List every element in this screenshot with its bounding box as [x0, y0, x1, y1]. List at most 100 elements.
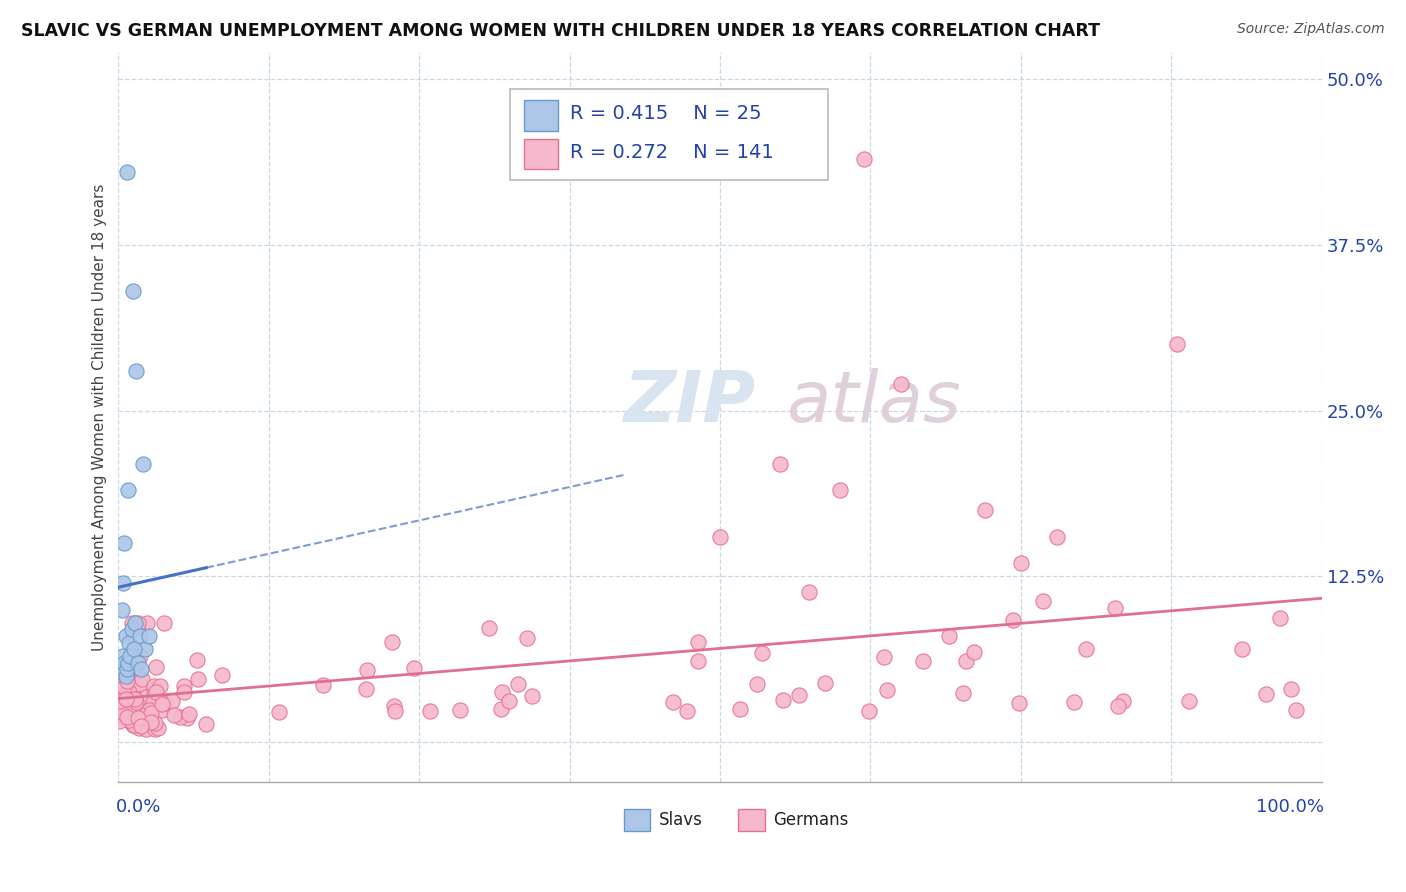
Point: [688, 654, 710, 668]
Bar: [624, 809, 651, 830]
Text: Slavs: Slavs: [659, 811, 703, 829]
Point: [117, 656, 139, 670]
Bar: [524, 138, 558, 169]
Point: [1008, 697, 1031, 711]
Point: [131, 704, 153, 718]
Point: [955, 654, 977, 668]
Text: ZIP: ZIP: [624, 368, 756, 437]
Point: [769, 457, 792, 471]
Point: [108, 679, 131, 693]
Point: [112, 576, 135, 591]
Point: [520, 690, 543, 704]
Point: [135, 722, 157, 736]
Point: [187, 672, 209, 686]
Point: [122, 642, 145, 657]
Point: [122, 701, 145, 715]
Point: [814, 675, 837, 690]
Point: [449, 703, 471, 717]
Point: [354, 681, 377, 696]
Point: [142, 695, 165, 709]
Point: [138, 703, 160, 717]
Point: [120, 715, 142, 730]
Point: [108, 714, 131, 728]
Point: [491, 702, 513, 716]
Point: [139, 714, 162, 729]
Point: [111, 711, 134, 725]
Point: [146, 721, 169, 735]
Point: [112, 698, 135, 712]
Point: [111, 662, 134, 676]
Text: atlas: atlas: [786, 368, 960, 437]
Text: 100.0%: 100.0%: [1256, 797, 1324, 816]
Point: [404, 661, 426, 675]
Point: [114, 629, 136, 643]
Point: [143, 687, 166, 701]
Point: [676, 704, 699, 718]
Point: [1254, 687, 1277, 701]
Point: [1281, 682, 1303, 697]
Point: [149, 679, 172, 693]
Point: [153, 696, 176, 710]
Point: [873, 650, 896, 665]
Text: 0.0%: 0.0%: [117, 797, 162, 816]
Point: [135, 690, 157, 704]
Point: [686, 634, 709, 648]
Point: [124, 692, 146, 706]
Point: [1063, 695, 1085, 709]
Point: [125, 364, 148, 378]
Point: [125, 619, 148, 633]
Point: [709, 530, 731, 544]
Point: [312, 678, 335, 692]
Point: [117, 673, 139, 688]
Point: [124, 615, 146, 630]
Point: [173, 684, 195, 698]
Point: [125, 695, 148, 709]
Point: [115, 701, 138, 715]
FancyBboxPatch shape: [509, 89, 828, 180]
Point: [478, 621, 501, 635]
Point: [384, 704, 406, 718]
Point: [124, 691, 146, 706]
Point: [122, 709, 145, 723]
Point: [858, 704, 880, 718]
Point: [131, 457, 153, 471]
Point: [117, 659, 139, 673]
Point: [911, 654, 934, 668]
Point: [772, 693, 794, 707]
Point: [120, 673, 142, 688]
Point: [853, 152, 876, 166]
Point: [938, 629, 960, 643]
Point: [169, 709, 191, 723]
Point: [131, 711, 153, 725]
Point: [662, 695, 685, 709]
Point: [356, 663, 378, 677]
Point: [516, 632, 538, 646]
Point: [498, 694, 520, 708]
Point: [186, 653, 208, 667]
Text: SLAVIC VS GERMAN UNEMPLOYMENT AMONG WOMEN WITH CHILDREN UNDER 18 YEARS CORRELATI: SLAVIC VS GERMAN UNEMPLOYMENT AMONG WOME…: [21, 22, 1099, 40]
Point: [962, 645, 984, 659]
Point: [973, 503, 995, 517]
Point: [135, 706, 157, 720]
Point: [1268, 611, 1291, 625]
Point: [728, 702, 751, 716]
Point: [118, 635, 141, 649]
Point: [127, 621, 149, 635]
Point: [115, 710, 138, 724]
Point: [491, 685, 513, 699]
Point: [176, 711, 198, 725]
Point: [952, 686, 974, 700]
Point: [124, 680, 146, 694]
Point: [128, 722, 150, 736]
Point: [1232, 641, 1254, 656]
Point: [136, 615, 159, 630]
Point: [751, 646, 773, 660]
Point: [143, 722, 166, 736]
Point: [1074, 641, 1097, 656]
Point: [787, 689, 810, 703]
Point: [160, 694, 183, 708]
Point: [108, 690, 131, 704]
Point: [112, 709, 135, 723]
Point: [127, 656, 149, 670]
Text: Germans: Germans: [773, 811, 848, 829]
